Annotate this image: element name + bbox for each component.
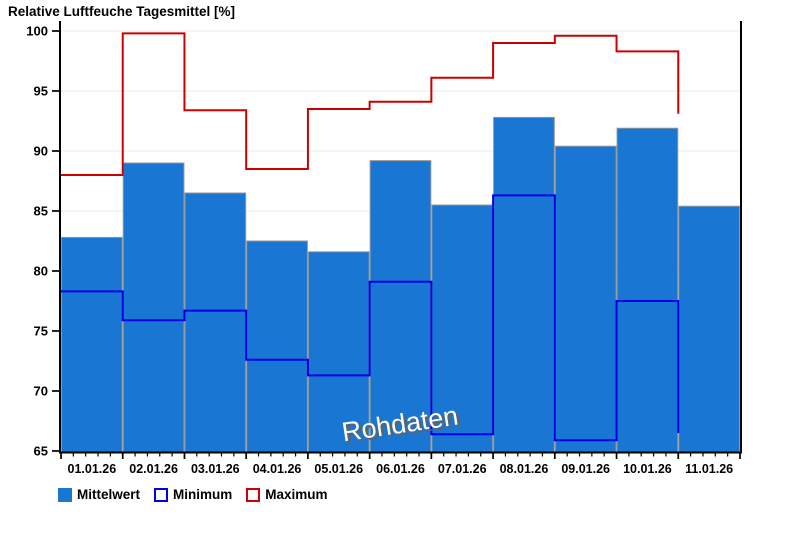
bar-mittelwert: [61, 236, 123, 453]
bar-mittelwert: [369, 160, 432, 453]
bar-mittelwert: [246, 240, 308, 453]
step-line-minimum: [61, 194, 680, 442]
y-tick-label: 75: [34, 324, 48, 339]
y-tick-label: 100: [26, 24, 48, 39]
legend-label-minimum: Minimum: [173, 487, 233, 502]
y-tick-label: 95: [34, 84, 48, 99]
x-tick-label: 03.01.26: [191, 462, 240, 476]
chart-title: Relative Luftfeuche Tagesmittel [%]: [8, 4, 236, 19]
y-tick-label: 90: [34, 144, 48, 159]
legend-swatch-mittelwert: [58, 487, 72, 502]
x-tick-label: 01.01.26: [68, 462, 117, 476]
bar-mittelwert: [184, 192, 247, 453]
step-line-maximum: [61, 32, 680, 176]
legend-item-maximum: Maximum: [246, 487, 328, 502]
bar-mittelwert: [554, 145, 617, 453]
bar-mittelwert: [122, 162, 185, 453]
x-tick-label: 09.01.26: [561, 462, 610, 476]
x-tick-label: 08.01.26: [500, 462, 549, 476]
legend-swatch-minimum: [154, 487, 169, 502]
x-tick-label: 02.01.26: [129, 462, 178, 476]
mean-bars: [61, 116, 740, 454]
legend-label-mittelwert: Mittelwert: [77, 487, 141, 502]
legend-item-minimum: Minimum: [154, 487, 232, 502]
x-tick-label: 06.01.26: [376, 462, 425, 476]
x-tick-label: 04.01.26: [253, 462, 302, 476]
y-axis-ticks: 65 70 75 80 85 90 95 100: [26, 24, 59, 459]
bar-mittelwert: [493, 116, 555, 454]
legend: Mittelwert Minimum Maximum: [58, 487, 328, 502]
legend-item-mittelwert: Mittelwert: [58, 487, 140, 502]
axes: [59, 21, 742, 454]
bar-mittelwert: [431, 204, 494, 453]
y-tick-label: 70: [34, 384, 48, 399]
y-tick-label: 65: [34, 444, 48, 459]
x-tick-label: 10.01.26: [623, 462, 672, 476]
legend-label-maximum: Maximum: [265, 487, 328, 502]
x-tick-label: 07.01.26: [438, 462, 487, 476]
y-tick-label: 80: [34, 264, 48, 279]
y-tick-label: 85: [34, 204, 48, 219]
x-tick-label: 05.01.26: [314, 462, 363, 476]
x-tick-label: 11.01.26: [685, 462, 733, 476]
bar-mittelwert: [616, 127, 679, 453]
x-axis-ticks: 01.01.26 02.01.26 03.01.26 04.01.26 05.01.26…: [60, 453, 741, 476]
bar-mittelwert: [307, 251, 370, 453]
legend-swatch-maximum: [246, 487, 261, 502]
bar-mittelwert: [678, 205, 740, 453]
